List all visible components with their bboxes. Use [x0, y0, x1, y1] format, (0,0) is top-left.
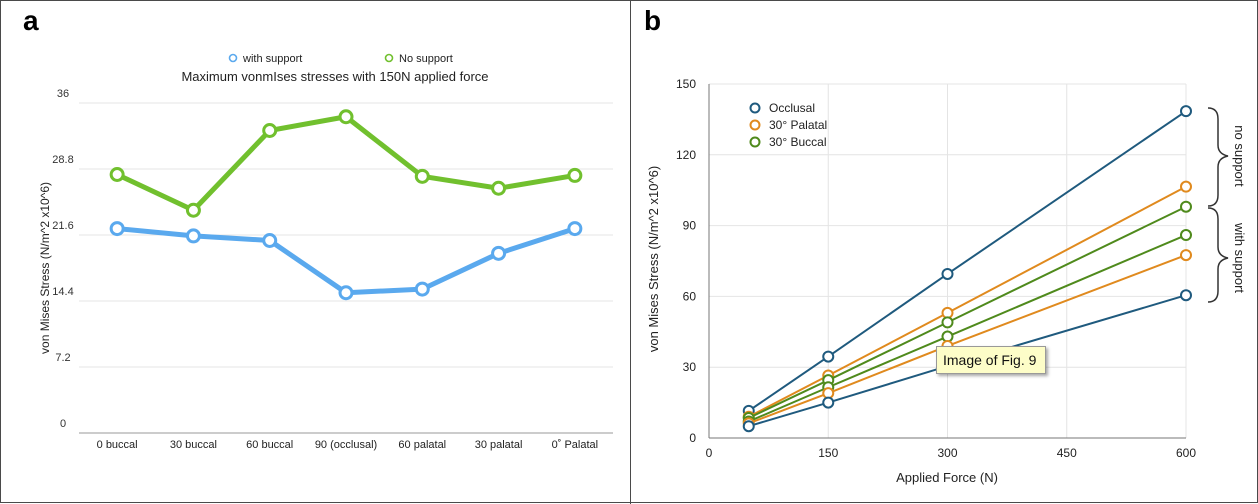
legend-label: with support — [242, 53, 302, 65]
x-axis-label: Applied Force (N) — [896, 470, 998, 485]
data-point — [1180, 200, 1192, 213]
data-point — [185, 228, 201, 244]
panel-a-label: a — [23, 5, 39, 36]
data-point — [1180, 249, 1192, 262]
y-tick-label: 0 — [60, 418, 66, 430]
x-tick-label: 450 — [1057, 446, 1077, 460]
data-point — [185, 202, 201, 218]
x-tick-label: 90 (occlusal) — [315, 439, 377, 451]
x-tick-label: 30 palatal — [475, 439, 523, 451]
legend-marker — [384, 53, 394, 63]
data-point — [822, 350, 835, 363]
legend-label: 30° Buccal — [769, 135, 827, 149]
brace-no-support — [1207, 107, 1229, 207]
chart-b: 0 30 60 90 120 150 0 150 300 450 600 Applied Force … — [646, 77, 1247, 485]
data-point — [1180, 180, 1192, 193]
x-tick-label: 0 — [706, 446, 713, 460]
data-point — [262, 123, 278, 138]
data-point — [1180, 289, 1192, 302]
x-tick-label: 0˚ Palatal — [552, 439, 598, 451]
y-axis-label: von Mises Stress (N/m^2 x10^6) — [646, 166, 661, 352]
y-tick-label: 21.6 — [52, 220, 73, 232]
data-point — [491, 180, 507, 196]
legend-marker — [749, 136, 761, 148]
data-point — [491, 245, 507, 261]
x-tick-label: 0 buccal — [97, 439, 138, 451]
y-tick-label: 90 — [683, 219, 697, 233]
y-tick-label: 7.2 — [55, 352, 70, 364]
series-line — [748, 234, 1187, 423]
y-tick-label: 14.4 — [52, 286, 73, 298]
data-point — [941, 267, 954, 280]
series-line — [748, 185, 1187, 418]
data-point — [822, 396, 835, 409]
x-tick-label: 60 buccal — [246, 439, 293, 451]
legend-label: Occlusal — [769, 101, 815, 115]
x-tick-label: 600 — [1176, 446, 1196, 460]
y-tick-label: 28.8 — [52, 154, 73, 166]
x-tick-label: 300 — [937, 446, 957, 460]
legend-label: No support — [399, 53, 453, 65]
series-line — [748, 254, 1187, 425]
data-point — [414, 168, 430, 184]
y-axis-label: von Mises Stress (N/m^2 x10^6) — [38, 182, 52, 354]
panel-divider — [630, 1, 631, 504]
data-point — [567, 167, 583, 183]
data-point — [414, 281, 430, 297]
series-line — [748, 205, 1187, 419]
y-tick-label: 36 — [57, 88, 69, 100]
y-tick-label: 0 — [689, 431, 696, 445]
chart-a: 0 7.2 14.4 21.6 28.8 36 0 buccal 30 buccal 60 bu… — [38, 53, 613, 451]
legend-marker — [228, 53, 238, 63]
brace-with-support — [1207, 207, 1229, 303]
x-tick-label: 150 — [818, 446, 838, 460]
data-point — [1180, 229, 1192, 242]
y-tick-label: 120 — [676, 148, 696, 162]
data-point — [109, 221, 125, 237]
annotation-no-support: no support — [1232, 125, 1247, 187]
tooltip: Image of Fig. 9 — [936, 346, 1046, 374]
data-point — [567, 221, 583, 237]
series-line — [116, 114, 576, 213]
data-point — [941, 316, 954, 329]
data-point — [338, 285, 354, 301]
series-line — [748, 294, 1187, 428]
y-tick-label: 30 — [683, 360, 697, 374]
series-line — [116, 226, 576, 296]
data-point — [742, 420, 755, 433]
panel-b-label: b — [644, 5, 662, 36]
legend-label: 30° Palatal — [769, 118, 827, 132]
y-tick-label: 150 — [676, 77, 696, 91]
x-tick-label: 60 palatal — [398, 439, 446, 451]
data-point — [338, 109, 354, 125]
data-point — [109, 167, 125, 182]
legend-marker — [749, 119, 761, 131]
annotation-with-support: with support — [1232, 222, 1247, 293]
chart-title: Maximum vonmIses stresses with 150N appl… — [181, 69, 488, 84]
legend-marker — [749, 102, 761, 114]
series-line — [748, 110, 1187, 412]
data-point — [1180, 105, 1192, 118]
x-tick-label: 30 buccal — [170, 439, 217, 451]
y-tick-label: 60 — [683, 289, 697, 303]
data-point — [262, 233, 278, 248]
